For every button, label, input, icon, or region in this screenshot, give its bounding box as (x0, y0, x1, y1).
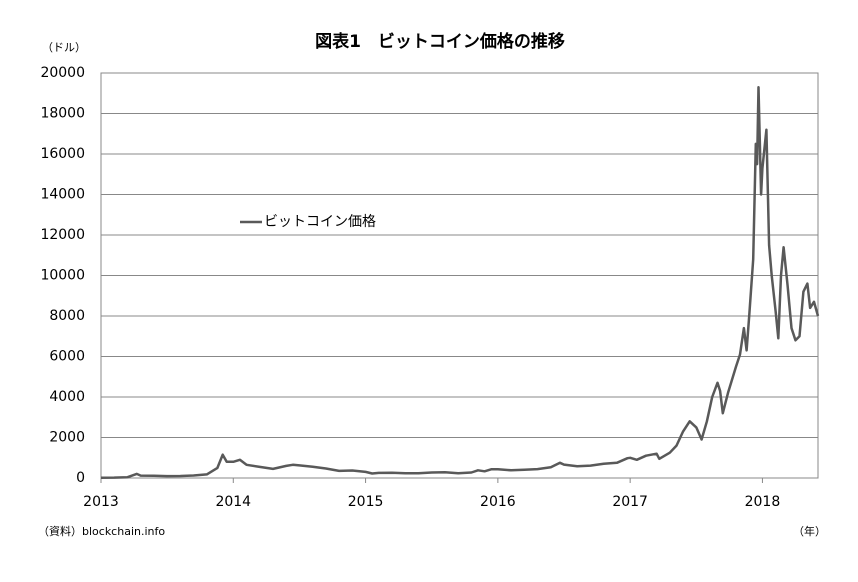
y-tick-label: 16000 (40, 146, 85, 162)
y-tick-label: 10000 (40, 268, 85, 284)
plot-border (100, 72, 819, 479)
x-tick-label: 2018 (745, 494, 781, 510)
y-tick-label: 8000 (49, 308, 85, 324)
x-tick-label: 2017 (612, 494, 648, 510)
source-note: （資料）blockchain.info (38, 524, 165, 538)
y-tick-label: 4000 (49, 389, 85, 405)
y-unit: （ドル） (42, 41, 86, 54)
x-tick-label: 2014 (215, 494, 251, 510)
x-tick-label: 2016 (480, 494, 516, 510)
legend-label: ビットコイン価格 (264, 214, 376, 230)
y-tick-label: 14000 (40, 187, 85, 203)
y-tick-label: 12000 (40, 227, 85, 243)
y-tick-label: 20000 (40, 65, 85, 81)
y-tick-label: 0 (76, 470, 85, 486)
chart-title: 図表1 ビットコイン価格の推移 (315, 31, 565, 52)
x-tick-label: 2013 (83, 494, 119, 510)
y-tick-label: 18000 (40, 106, 85, 122)
x-unit: （年） (793, 524, 826, 538)
x-tick-label: 2015 (348, 494, 384, 510)
price-line (100, 85, 820, 479)
y-tick-label: 2000 (49, 430, 85, 446)
y-tick-label: 6000 (49, 349, 85, 365)
